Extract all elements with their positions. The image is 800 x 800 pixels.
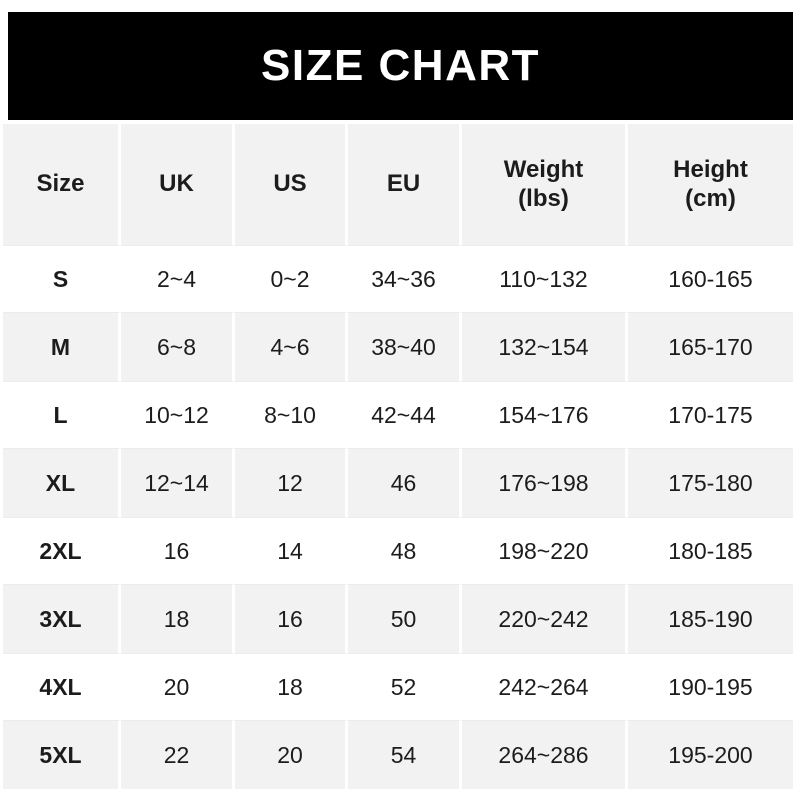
size-chart-table: Size UK US EU Weight (lbs) Height (cm) [3, 124, 793, 789]
cell-eu: 42~44 [348, 381, 462, 449]
cell-size: S [3, 245, 121, 313]
column-header-size: Size [3, 124, 121, 245]
cell-us: 16 [235, 585, 348, 653]
cell-eu: 54 [348, 721, 462, 789]
column-header-height: Height (cm) [628, 124, 793, 245]
cell-uk: 12~14 [121, 449, 235, 517]
cell-eu: 52 [348, 653, 462, 721]
cell-us: 18 [235, 653, 348, 721]
column-header-height-line2: (cm) [685, 184, 736, 212]
cell-uk: 6~8 [121, 313, 235, 381]
title-banner: SIZE CHART [8, 12, 793, 120]
cell-uk: 18 [121, 585, 235, 653]
cell-height: 175-180 [628, 449, 793, 517]
cell-height: 160-165 [628, 245, 793, 313]
cell-eu: 50 [348, 585, 462, 653]
column-header-height-line1: Height [673, 156, 748, 184]
cell-size: 5XL [3, 721, 121, 789]
column-header-us-line1: US [273, 170, 307, 198]
cell-weight: 132~154 [462, 313, 628, 381]
cell-eu: 38~40 [348, 313, 462, 381]
cell-weight: 264~286 [462, 721, 628, 789]
cell-size: XL [3, 449, 121, 517]
cell-eu: 46 [348, 449, 462, 517]
column-header-uk: UK [121, 124, 235, 245]
cell-size: 3XL [3, 585, 121, 653]
cell-height: 185-190 [628, 585, 793, 653]
column-header-eu-line1: EU [386, 170, 421, 198]
table-row: 5XL 22 20 54 264~286 195-200 [3, 721, 793, 789]
column-header-weight-line1: Weight [503, 156, 584, 184]
cell-uk: 10~12 [121, 381, 235, 449]
cell-uk: 2~4 [121, 245, 235, 313]
cell-uk: 22 [121, 721, 235, 789]
cell-us: 4~6 [235, 313, 348, 381]
cell-weight: 176~198 [462, 449, 628, 517]
column-header-us: US [235, 124, 348, 245]
column-header-weight: Weight (lbs) [462, 124, 628, 245]
table-header-row: Size UK US EU Weight (lbs) Height (cm) [3, 124, 793, 245]
cell-weight: 110~132 [462, 245, 628, 313]
cell-height: 190-195 [628, 653, 793, 721]
cell-us: 8~10 [235, 381, 348, 449]
cell-uk: 16 [121, 517, 235, 585]
cell-height: 170-175 [628, 381, 793, 449]
cell-weight: 198~220 [462, 517, 628, 585]
cell-weight: 242~264 [462, 653, 628, 721]
cell-size: L [3, 381, 121, 449]
table-row: 3XL 18 16 50 220~242 185-190 [3, 585, 793, 653]
cell-height: 165-170 [628, 313, 793, 381]
column-header-size-line1: Size [36, 170, 85, 198]
cell-us: 12 [235, 449, 348, 517]
column-header-uk-line1: UK [159, 170, 194, 198]
cell-size: 2XL [3, 517, 121, 585]
page-title: SIZE CHART [261, 41, 540, 90]
cell-height: 195-200 [628, 721, 793, 789]
column-header-weight-line2: (lbs) [518, 184, 569, 212]
cell-eu: 34~36 [348, 245, 462, 313]
table-row: 2XL 16 14 48 198~220 180-185 [3, 517, 793, 585]
cell-weight: 154~176 [462, 381, 628, 449]
cell-size: 4XL [3, 653, 121, 721]
column-header-eu: EU [348, 124, 462, 245]
table-row: S 2~4 0~2 34~36 110~132 160-165 [3, 245, 793, 313]
cell-us: 20 [235, 721, 348, 789]
cell-size: M [3, 313, 121, 381]
table-row: M 6~8 4~6 38~40 132~154 165-170 [3, 313, 793, 381]
cell-height: 180-185 [628, 517, 793, 585]
table-row: 4XL 20 18 52 242~264 190-195 [3, 653, 793, 721]
cell-uk: 20 [121, 653, 235, 721]
table-body: S 2~4 0~2 34~36 110~132 160-165 M 6~8 4~… [3, 245, 793, 789]
table-row: L 10~12 8~10 42~44 154~176 170-175 [3, 381, 793, 449]
cell-us: 14 [235, 517, 348, 585]
cell-eu: 48 [348, 517, 462, 585]
cell-us: 0~2 [235, 245, 348, 313]
cell-weight: 220~242 [462, 585, 628, 653]
table-row: XL 12~14 12 46 176~198 175-180 [3, 449, 793, 517]
